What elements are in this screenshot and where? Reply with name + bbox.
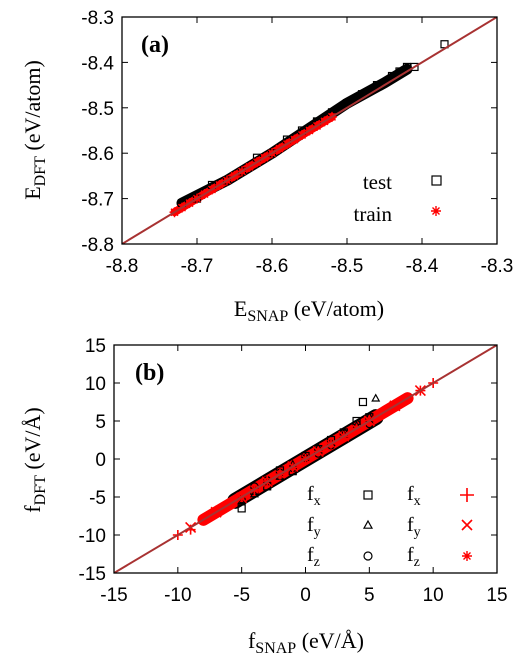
y-axis-label-a: EDFT (eV/atom): [20, 60, 49, 200]
legend-b-fz-train-marker: [462, 551, 472, 561]
y-axis-label-a-sub: DFT: [32, 156, 49, 186]
point-1-1: [249, 489, 259, 498]
ticks-b: -15 -10 -5 0 5 10 15 -15 -10 -5 0 5 10 15: [79, 336, 508, 606]
x-axis-label-a-unit: (eV/atom): [288, 296, 384, 321]
y-axis-label-a-main: E: [20, 186, 45, 199]
reference-line: [114, 345, 497, 573]
y-axis-label-b: fDFT (eV/Å): [20, 407, 49, 512]
x-axis-label-b-main: f: [248, 628, 256, 653]
legend-b-fx-train-main: f: [407, 483, 414, 505]
point-0-17: [410, 62, 419, 72]
x-tick-label-3: 0: [300, 585, 311, 606]
point-0-0: [237, 504, 246, 513]
y-tick-label-3: -8.5: [81, 99, 114, 120]
legend-b-fx-train-marker: [460, 488, 474, 502]
x-tick-label-1: -8.7: [181, 256, 214, 277]
x-axis-label-a-sub: SNAP: [247, 308, 288, 325]
point-1-11: [371, 393, 381, 402]
y-tick-label-0: -8.8: [81, 235, 114, 256]
panel-label-a: (a): [141, 32, 169, 58]
legend-b-fx-test-label: fx: [307, 483, 321, 509]
y-axis-label-b-sub: DFT: [32, 475, 49, 505]
x-axis-label-a: ESNAP (eV/atom): [234, 296, 384, 325]
legend-b-fx-test-main: f: [307, 483, 314, 505]
x-axis-label-b: fSNAP (eV/Å): [248, 628, 364, 657]
legend-a-train-label: train: [354, 202, 393, 226]
x-tick-label-0: -8.8: [106, 256, 139, 277]
y-tick-label-2: -8.6: [81, 144, 114, 165]
panel-label-b: (b): [135, 360, 164, 386]
y-tick-label-1: -8.7: [81, 190, 114, 211]
ticks-a: -8.8 -8.7 -8.6 -8.5 -8.4 -8.3 -8.8 -8.7 -8.6 -8.5…: [81, 8, 513, 277]
legend-b-fy-train-label: fy: [407, 514, 421, 540]
x-tick-label-1: -10: [164, 585, 191, 606]
panel-a: -8.8 -8.7 -8.6 -8.5 -8.4 -8.3 -8.8 -8.7 -8.6 -8.5…: [20, 8, 513, 325]
x-tick-label-2: -8.6: [256, 256, 289, 277]
y-tick-label-5: 10: [85, 374, 106, 395]
x-tick-label-2: -5: [233, 585, 250, 606]
x-axis-label-b-sub: SNAP: [255, 640, 296, 657]
legend-b-fx-train-label: fx: [407, 483, 421, 509]
legend-a-train-marker: [431, 206, 441, 216]
legend-b-fz-train-sub: z: [414, 555, 420, 570]
point-0-10: [358, 397, 368, 407]
y-tick-label-6: 15: [85, 336, 106, 357]
y-tick-label-4: 5: [95, 412, 106, 433]
data-layer-b: [114, 345, 497, 573]
y-tick-label-2: -5: [89, 488, 106, 509]
legend-b-fx-test-sub: x: [314, 494, 321, 509]
x-tick-label-0: -15: [100, 585, 127, 606]
y-axis-label-b-unit: (eV/Å): [20, 407, 45, 475]
x-tick-label-4: -8.4: [406, 256, 439, 277]
y-tick-label-1: -10: [79, 526, 106, 547]
legend-a-test-marker: [431, 175, 442, 186]
y-tick-label-0: -15: [79, 564, 106, 585]
legend-b-fz-test-label: fz: [307, 544, 320, 570]
x-tick-label-5: 10: [423, 585, 444, 606]
legend-b-fy-test-main: f: [307, 514, 314, 536]
legend-b-fz-test-sub: z: [314, 555, 320, 570]
legend-b-fz-test-main: f: [307, 544, 314, 566]
legend-b-markers: [362, 488, 474, 561]
legend-b-fy-test-label: fy: [307, 514, 321, 540]
plot-frame-a: [121, 16, 498, 245]
legend-b-fz-train-label: fz: [407, 544, 420, 570]
legend-b: fx fy fz fx fy fz: [307, 483, 474, 570]
legend-b-fx-test-marker: [363, 490, 373, 500]
x-axis-label-b-unit: (eV/Å): [296, 628, 364, 653]
x-tick-label-4: 5: [364, 585, 375, 606]
reference-line: [122, 17, 497, 244]
legend-a-test-label: test: [363, 170, 392, 194]
legend-b-fy-train-main: f: [407, 514, 414, 536]
legend-b-fz-train-main: f: [407, 544, 414, 566]
x-tick-label-3: -8.5: [331, 256, 364, 277]
x-tick-label-5: -8.3: [481, 256, 514, 277]
y-tick-label-5: -8.3: [81, 8, 114, 29]
y-axis-label-b-main: f: [20, 505, 45, 513]
legend-b-fy-train-sub: y: [414, 525, 421, 540]
y-axis-label-a-unit: (eV/atom): [20, 60, 45, 156]
data-layer-a: [122, 17, 497, 244]
legend-b-fy-test-marker: [362, 519, 374, 529]
y-tick-label-4: -8.4: [81, 53, 114, 74]
legend-b-fz-test-marker: [363, 551, 373, 561]
legend-a: test train: [354, 170, 442, 226]
legend-b-fy-train-marker: [461, 519, 473, 531]
legend-b-fy-test-sub: y: [314, 525, 321, 540]
y-tick-label-3: 0: [95, 450, 106, 471]
x-tick-label-6: 15: [486, 585, 507, 606]
x-axis-label-a-main: E: [234, 296, 247, 321]
legend-a-train-asterisk: [431, 206, 441, 216]
legend-b-fx-train-sub: x: [414, 494, 421, 509]
